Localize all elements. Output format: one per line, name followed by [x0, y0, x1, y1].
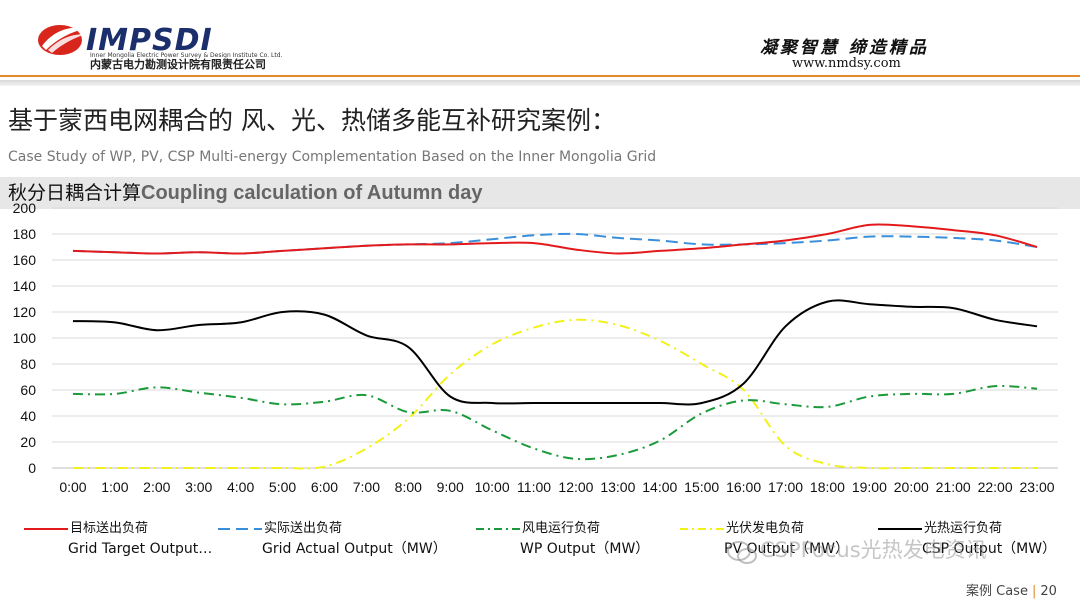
x-tick-label: 19:00 — [852, 479, 887, 495]
chart-subtitle: 秋分日耦合计算Coupling calculation of Autumn da… — [8, 180, 483, 206]
slogan: 凝聚智慧 缔造精品 — [760, 38, 929, 58]
chart-subtitle-cn: 秋分日耦合计算 — [8, 182, 142, 204]
x-tick-label: 5:00 — [269, 479, 296, 495]
y-axis: 0 20 40 60 80 100 120 140 160 180 200 — [13, 200, 1058, 476]
website-link[interactable]: www.nmdsy.com — [792, 56, 901, 71]
x-tick-label: 10:00 — [475, 479, 510, 495]
legend-swatch — [680, 528, 724, 530]
x-tick-label: 1:00 — [101, 479, 128, 495]
legend-label-cn: 风电运行负荷 — [522, 521, 601, 536]
legend-label-en: Grid Target Output… — [68, 541, 213, 557]
x-tick-label: 16:00 — [726, 479, 761, 495]
y-tick-label: 200 — [13, 200, 37, 216]
legend-label-en: Grid Actual Output（MW） — [262, 541, 447, 557]
header-divider-gray — [0, 80, 1080, 86]
footer-label: 案例 Case — [966, 584, 1028, 599]
x-tick-label: 8:00 — [395, 479, 422, 495]
legend-label-cn: 光伏发电负荷 — [726, 521, 805, 536]
y-tick-label: 160 — [13, 252, 37, 268]
y-tick-label: 0 — [28, 460, 36, 476]
x-tick-label: 3:00 — [185, 479, 212, 495]
x-tick-label: 14:00 — [642, 479, 677, 495]
chart-subtitle-en: Coupling calculation of Autumn day — [141, 182, 483, 204]
series-group — [72, 223, 1038, 470]
series-line-3 — [72, 318, 1038, 470]
x-tick-label: 12:00 — [558, 479, 593, 495]
x-tick-label: 0:00 — [59, 479, 86, 495]
x-tick-label: 21:00 — [936, 479, 971, 495]
x-tick-label: 15:00 — [684, 479, 719, 495]
slide-title-en: Case Study of WP, PV, CSP Multi-energy C… — [8, 149, 657, 165]
logo-subtitle-en: Inner Mongolia Electric Power Survey & D… — [90, 52, 283, 59]
y-tick-label: 140 — [13, 278, 37, 294]
header-divider-orange — [0, 75, 1080, 77]
page-number: 20 — [1040, 584, 1057, 599]
y-tick-label: 40 — [20, 408, 36, 424]
legend-label-cn: 实际送出负荷 — [264, 521, 343, 536]
subtitle-bar — [0, 177, 1080, 209]
x-tick-label: 2:00 — [143, 479, 170, 495]
x-tick-label: 22:00 — [978, 479, 1013, 495]
page-footer: 案例 Case | 20 — [966, 584, 1057, 600]
x-tick-label: 18:00 — [810, 479, 845, 495]
company-logo-icon — [38, 25, 86, 55]
x-tick-label: 17:00 — [768, 479, 803, 495]
x-tick-label: 9:00 — [437, 479, 464, 495]
y-tick-label: 80 — [20, 356, 36, 372]
y-tick-label: 100 — [13, 330, 37, 346]
x-tick-label: 20:00 — [894, 479, 929, 495]
slide-title-cn: 基于蒙西电网耦合的 风、光、热储多能互补研究案例： — [8, 106, 616, 135]
x-tick-label: 6:00 — [311, 479, 338, 495]
x-tick-label: 4:00 — [227, 479, 254, 495]
logo-name: IMPSDI — [86, 23, 213, 58]
x-tick-label: 23:00 — [1020, 479, 1055, 495]
x-tick-label: 11:00 — [517, 479, 551, 495]
series-line-2 — [72, 384, 1038, 461]
y-tick-label: 20 — [20, 434, 36, 450]
footer-separator: | — [1031, 584, 1037, 599]
logo-subtitle-cn: 内蒙古电力勘测设计院有限责任公司 — [90, 58, 266, 71]
series-line-0 — [72, 223, 1038, 255]
legend-swatch — [24, 528, 68, 530]
legend-swatch — [218, 528, 262, 530]
x-tick-label: 7:00 — [353, 479, 380, 495]
legend-label-en: CSP Output（MW） — [922, 541, 1057, 557]
series-line-1 — [72, 232, 1038, 255]
y-tick-label: 60 — [20, 382, 36, 398]
watermark-text: CSPFocus光热发电资讯 — [760, 538, 987, 562]
legend-label-cn: 光热运行负荷 — [924, 521, 1003, 536]
x-tick-label: 13:00 — [600, 479, 635, 495]
legend-label-cn: 目标送出负荷 — [70, 521, 149, 536]
y-tick-label: 180 — [13, 226, 37, 242]
load-chart: 0 20 40 60 80 100 120 140 160 180 200 0:00 1:00 2:00… — [13, 200, 1058, 495]
slide-header: IMPSDI Inner Mongolia Electric Power Sur… — [0, 0, 1080, 88]
legend-swatch — [476, 528, 520, 530]
legend-swatch — [878, 528, 922, 530]
x-axis: 0:00 1:00 2:00 3:00 4:00 5:00 6:00 7:00 8:00 9:00… — [59, 479, 1054, 495]
series-line-4 — [72, 299, 1038, 406]
legend-label-en: WP Output（MW） — [520, 541, 650, 557]
y-tick-label: 120 — [13, 304, 37, 320]
wechat-icon — [727, 541, 757, 564]
